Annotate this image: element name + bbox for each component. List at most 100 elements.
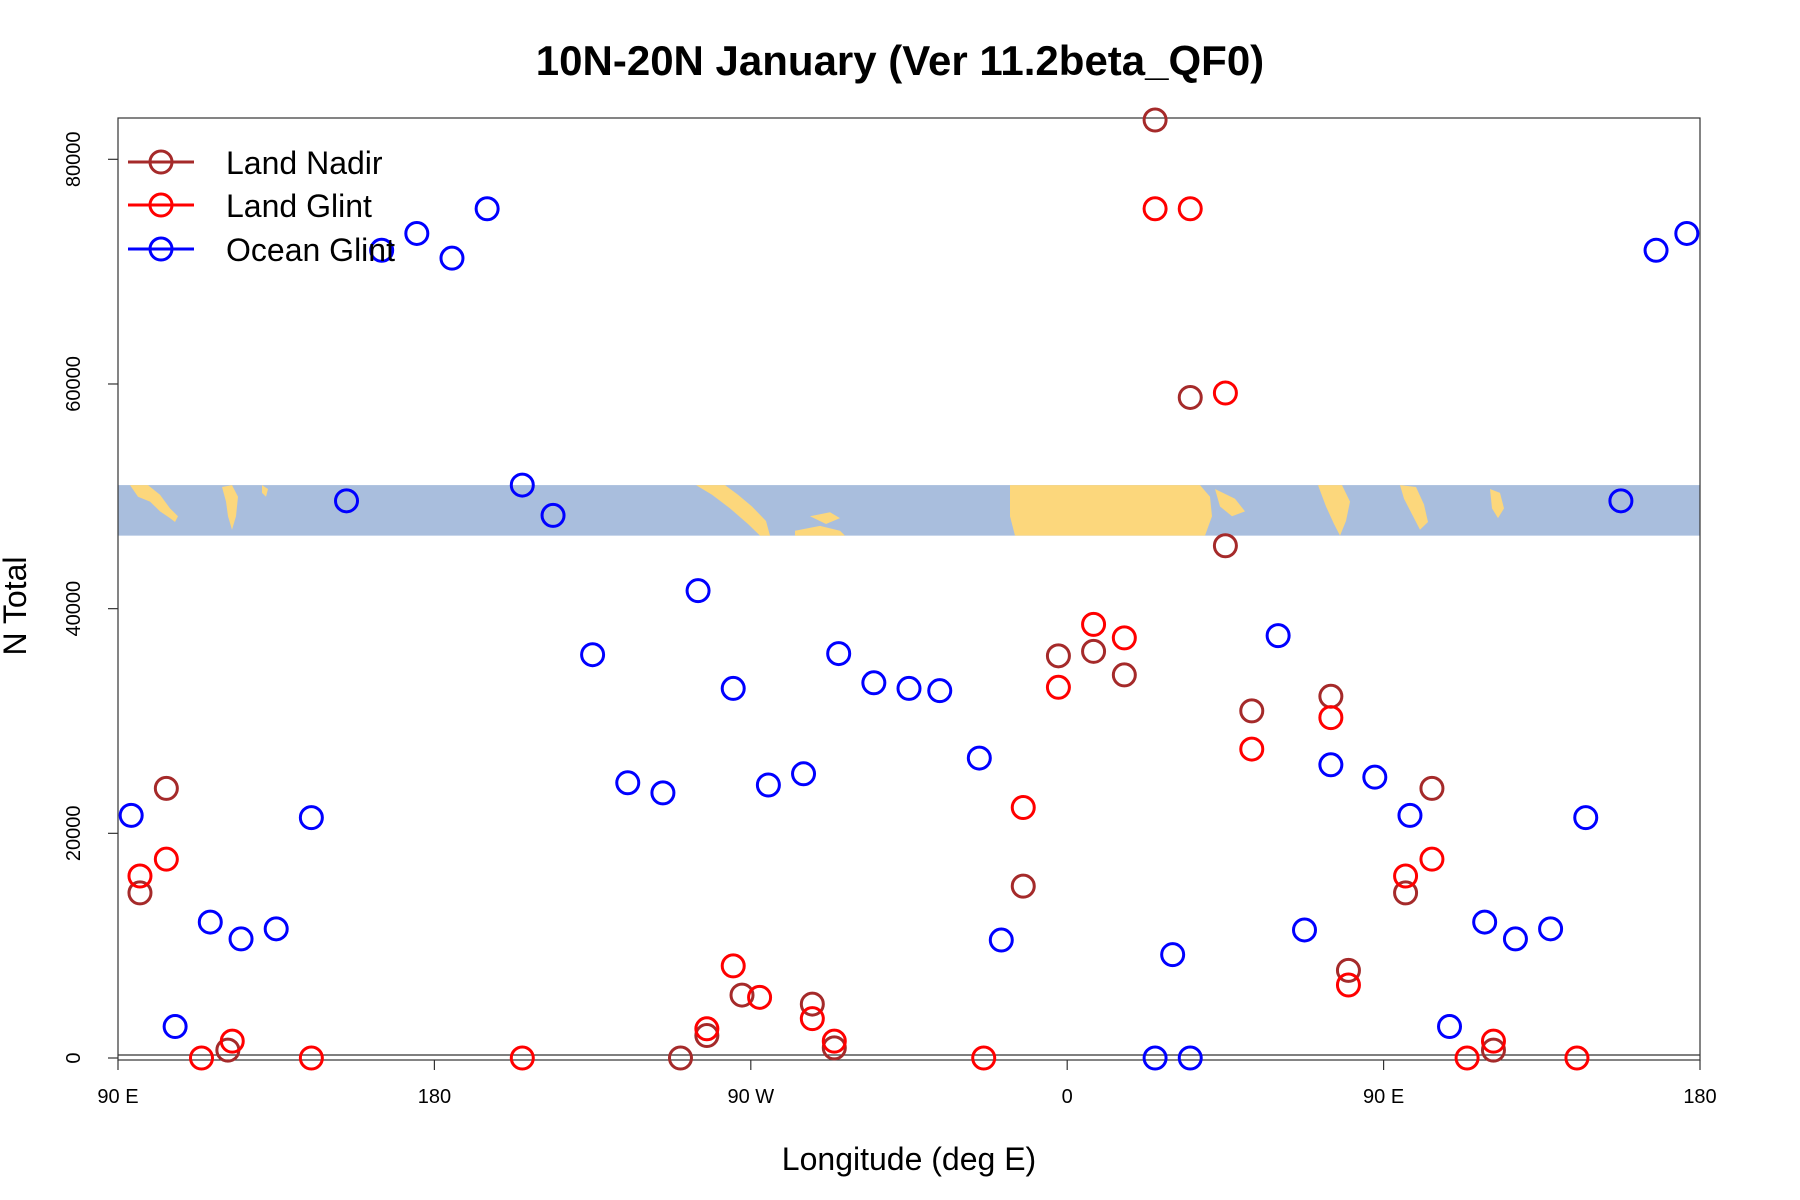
legend-marker-land-glint <box>148 192 174 218</box>
ocean-glint-point <box>861 670 887 696</box>
land-nadir-point <box>1393 880 1419 906</box>
chart-title: 10N-20N January (Ver 11.2beta_QF0) <box>536 37 1264 84</box>
land-glint-point <box>1177 196 1203 222</box>
world-map-strip <box>118 485 1700 536</box>
land-glint-point <box>1081 611 1107 637</box>
ocean-glint-point <box>228 926 254 952</box>
land-glint-point <box>219 1028 245 1054</box>
ocean-glint-point <box>896 675 922 701</box>
ocean-glint-point <box>118 802 144 828</box>
ocean-glint-point <box>720 675 746 701</box>
land-glint-point <box>799 1006 825 1032</box>
land-nadir-point <box>1010 873 1036 899</box>
land-india <box>130 485 178 523</box>
land-glint-point <box>971 1045 997 1071</box>
y-axis: 0 20000 40000 60000 80000 <box>63 132 118 1064</box>
land-glint-point <box>127 863 153 889</box>
land-glint-point <box>298 1045 324 1071</box>
legend-marker-land-nadir <box>148 149 174 175</box>
land-nadir-point <box>1081 638 1107 664</box>
ocean-glint-point <box>1265 623 1291 649</box>
legend-item-ocean-glint: Ocean Glint <box>128 232 395 268</box>
ocean-glint-point <box>1472 909 1498 935</box>
ocean-glint-point <box>197 909 223 935</box>
land-nadir-point <box>821 1035 847 1061</box>
land-nadir-point <box>667 1045 693 1071</box>
land-glint-point <box>1142 196 1168 222</box>
land-glint-point <box>1239 736 1265 762</box>
land-nadir-point <box>1212 533 1238 559</box>
ocean-glint-point <box>1437 1014 1463 1040</box>
land-islands-w <box>262 485 268 497</box>
land-indochina <box>222 485 238 530</box>
land-arabia <box>1215 488 1245 517</box>
x-axis-label: Longitude (deg E) <box>782 1141 1036 1177</box>
ocean-glint-point <box>162 1014 188 1040</box>
ocean-glint-point <box>298 805 324 831</box>
ocean-glint-point <box>755 772 781 798</box>
land-glint-point <box>720 953 746 979</box>
y-tick-label: 80000 <box>63 132 85 188</box>
ocean-glint-point <box>615 770 641 796</box>
ocean-glint-point <box>966 745 992 771</box>
y-tick-label: 40000 <box>63 581 85 637</box>
land-nadir-point <box>694 1023 720 1049</box>
ocean-glint-point <box>650 780 676 806</box>
ocean-glint-point <box>1674 220 1700 246</box>
land-africa <box>1010 485 1212 536</box>
map-land <box>130 485 1504 536</box>
ocean-glint-point <box>1160 942 1186 968</box>
ocean-glint-point <box>1292 917 1317 943</box>
x-tick-label: 90 W <box>727 1086 774 1108</box>
legend: Land Nadir Land Glint Ocean Glint <box>128 145 395 268</box>
legend-marker-ocean-glint <box>148 236 174 262</box>
x-tick-label: 180 <box>418 1086 451 1108</box>
land-glint-point <box>1480 1028 1506 1054</box>
y-tick-label: 20000 <box>63 806 85 862</box>
x-tick-label: 90 E <box>97 1086 138 1108</box>
x-tick-label: 180 <box>1683 1086 1716 1108</box>
ocean-glint-point <box>404 220 430 246</box>
land-nadir-point <box>1335 957 1361 983</box>
plot-frame <box>117 117 1701 1061</box>
ocean-glint-point <box>474 196 500 222</box>
data-points <box>118 107 1700 1071</box>
ocean-glint-point <box>439 245 465 271</box>
ocean-glint-point <box>369 237 395 263</box>
legend-label-ocean-glint: Ocean Glint <box>226 232 395 268</box>
y-tick-label: 0 <box>63 1052 85 1063</box>
land-glint-point <box>1335 972 1361 998</box>
ocean-glint-point <box>509 472 535 498</box>
legend-item-land-nadir: Land Nadir <box>128 145 383 181</box>
legend-label-land-glint: Land Glint <box>226 188 372 224</box>
land-glint-point <box>509 1045 535 1071</box>
land-nadir-point <box>799 991 825 1017</box>
land-nadir-point <box>127 880 153 906</box>
land-s-america <box>795 525 845 536</box>
land-glint-point <box>1564 1045 1590 1071</box>
land-glint-point <box>821 1028 847 1054</box>
ocean-glint-point <box>988 927 1014 953</box>
ocean-glint-point <box>826 641 852 667</box>
ocean-glint-point <box>1362 764 1388 790</box>
ocean-glint-point <box>927 678 953 704</box>
land-caribbean <box>810 512 840 524</box>
land-nadir-point <box>1480 1037 1506 1063</box>
land-indochina-2 <box>1400 485 1428 530</box>
land-philippines <box>1490 488 1504 519</box>
ocean-glint-point <box>685 578 711 604</box>
land-glint-point <box>1212 380 1238 406</box>
land-nadir-point <box>1177 384 1203 410</box>
legend-label-land-nadir: Land Nadir <box>226 145 383 181</box>
y-tick-label: 60000 <box>63 356 85 412</box>
land-glint-point <box>694 1016 720 1042</box>
ocean-glint-point <box>263 916 289 942</box>
ocean-glint-point <box>1608 488 1634 514</box>
ocean-glint-point <box>1318 752 1344 778</box>
land-glint-point <box>1419 846 1445 872</box>
ocean-glint-point <box>1397 802 1423 828</box>
ocean-glint-point <box>1502 926 1528 952</box>
legend-item-land-glint: Land Glint <box>128 188 372 224</box>
land-glint-point <box>747 984 773 1010</box>
